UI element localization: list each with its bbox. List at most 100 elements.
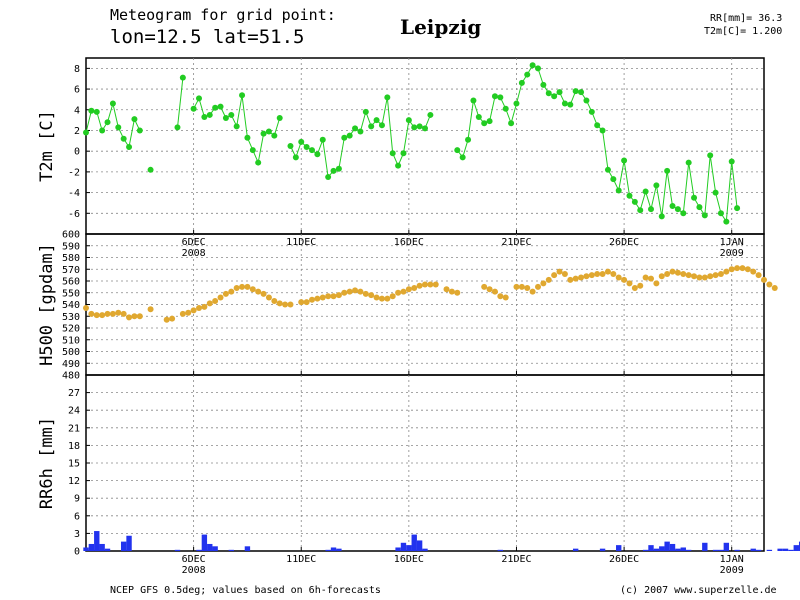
t2m-point bbox=[265, 128, 272, 135]
t2m-point bbox=[610, 176, 617, 183]
h500-point bbox=[766, 281, 773, 288]
h500-point bbox=[368, 292, 375, 299]
t2m-point bbox=[400, 150, 407, 157]
rr-bar bbox=[416, 540, 423, 551]
t2m-ytick-label: 2 bbox=[74, 126, 80, 137]
t2m-point bbox=[292, 154, 299, 161]
h500-point bbox=[136, 313, 143, 320]
h500-point bbox=[314, 295, 321, 302]
h500-point bbox=[346, 288, 353, 295]
rr-ytick-label: 15 bbox=[68, 459, 80, 470]
t2m-point bbox=[680, 210, 687, 217]
rr-bar bbox=[755, 549, 762, 551]
t2m-point bbox=[486, 118, 493, 125]
h500-point bbox=[276, 300, 283, 307]
h500-point bbox=[454, 289, 461, 296]
rr-bar bbox=[330, 547, 337, 551]
h500-point bbox=[712, 272, 719, 279]
t2m-point bbox=[491, 93, 498, 100]
t2m-point bbox=[529, 62, 536, 69]
h500-point bbox=[637, 282, 644, 289]
t2m-point bbox=[422, 125, 428, 132]
rr-ytick-label: 27 bbox=[68, 388, 80, 399]
t2m-point bbox=[260, 130, 267, 137]
t2m-line bbox=[177, 77, 184, 128]
h500-point bbox=[287, 301, 294, 308]
rr-bar bbox=[648, 545, 654, 551]
t2m-point bbox=[325, 174, 332, 181]
h500-point bbox=[728, 266, 735, 273]
h500-point bbox=[395, 289, 402, 296]
h500-point bbox=[685, 272, 692, 279]
t2m-point bbox=[104, 119, 111, 126]
t2m-point bbox=[427, 111, 434, 118]
x-tick-label: 21DEC bbox=[501, 554, 531, 565]
t2m-point bbox=[206, 111, 213, 118]
rr-bar bbox=[126, 535, 132, 551]
summary-box: RR[mm]= 36.3 T2m[C]= 1.200 bbox=[704, 12, 782, 38]
rr-bar bbox=[653, 548, 660, 551]
footer-source: NCEP GFS 0.5deg; values based on 6h-fore… bbox=[110, 585, 381, 596]
h500-point bbox=[648, 275, 654, 282]
h500-point bbox=[196, 305, 202, 312]
h500-point bbox=[389, 293, 396, 300]
rr-bar bbox=[400, 542, 407, 551]
x-tick-sublabel: 2008 bbox=[182, 248, 206, 259]
t2m-point bbox=[287, 143, 294, 149]
t2m-point bbox=[239, 92, 246, 99]
h500-ytick-label: 510 bbox=[62, 335, 80, 346]
rr-bar bbox=[777, 548, 783, 551]
t2m-point bbox=[389, 150, 396, 157]
t2m-point bbox=[524, 71, 531, 78]
x-tick-label: 1JAN bbox=[720, 554, 744, 565]
h500-point bbox=[658, 273, 665, 280]
h500-point bbox=[491, 288, 498, 295]
t2m-point bbox=[196, 95, 202, 102]
t2m-ytick-label: -6 bbox=[68, 209, 80, 220]
t2m-point bbox=[179, 74, 186, 81]
h500-point bbox=[615, 274, 622, 281]
t2m-point bbox=[454, 147, 461, 154]
rr-bar bbox=[675, 548, 681, 551]
t2m-point bbox=[395, 162, 402, 169]
t2m-point bbox=[120, 135, 127, 142]
rr-sum: RR[mm]= 36.3 bbox=[710, 13, 783, 24]
h500-ytick-label: 550 bbox=[62, 288, 80, 299]
t2m-point bbox=[83, 129, 89, 136]
h500-ytick-label: 490 bbox=[62, 359, 80, 370]
t2m-ytick-label: 6 bbox=[74, 85, 80, 96]
t2m-point bbox=[416, 123, 423, 130]
h500-point bbox=[653, 280, 660, 287]
t2m-point bbox=[233, 123, 240, 130]
t2m-point bbox=[411, 124, 418, 131]
rr-bar bbox=[793, 545, 799, 551]
h500-point bbox=[282, 301, 289, 308]
t2m-ytick-label: 4 bbox=[74, 105, 80, 116]
x-tick-label: 26DEC bbox=[609, 554, 639, 565]
t2m-point bbox=[352, 125, 359, 132]
t2m-point bbox=[712, 189, 719, 196]
x-tick-label: 16DEC bbox=[394, 237, 424, 248]
t2m-point bbox=[115, 124, 122, 131]
rr-bar bbox=[174, 549, 181, 551]
h500-point bbox=[88, 310, 95, 317]
t2m-point bbox=[201, 114, 208, 121]
h500-ytick-label: 570 bbox=[62, 265, 80, 276]
t2m-point bbox=[88, 107, 95, 114]
h500-point bbox=[217, 294, 224, 301]
rr-bar bbox=[599, 548, 606, 551]
h500-point bbox=[405, 286, 412, 293]
rr-bar bbox=[196, 549, 202, 551]
h500-point bbox=[411, 285, 418, 292]
h500-point bbox=[99, 312, 106, 319]
h500-point bbox=[642, 274, 649, 281]
h500-point bbox=[131, 313, 138, 320]
t2m-point bbox=[551, 93, 558, 100]
h500-point bbox=[126, 314, 133, 321]
t2m-point bbox=[303, 144, 310, 151]
t2m-point bbox=[648, 206, 654, 213]
h500-point bbox=[271, 297, 278, 304]
rr-ytick-label: 3 bbox=[74, 529, 80, 540]
h500-point bbox=[610, 270, 617, 277]
h500-point bbox=[626, 280, 633, 287]
